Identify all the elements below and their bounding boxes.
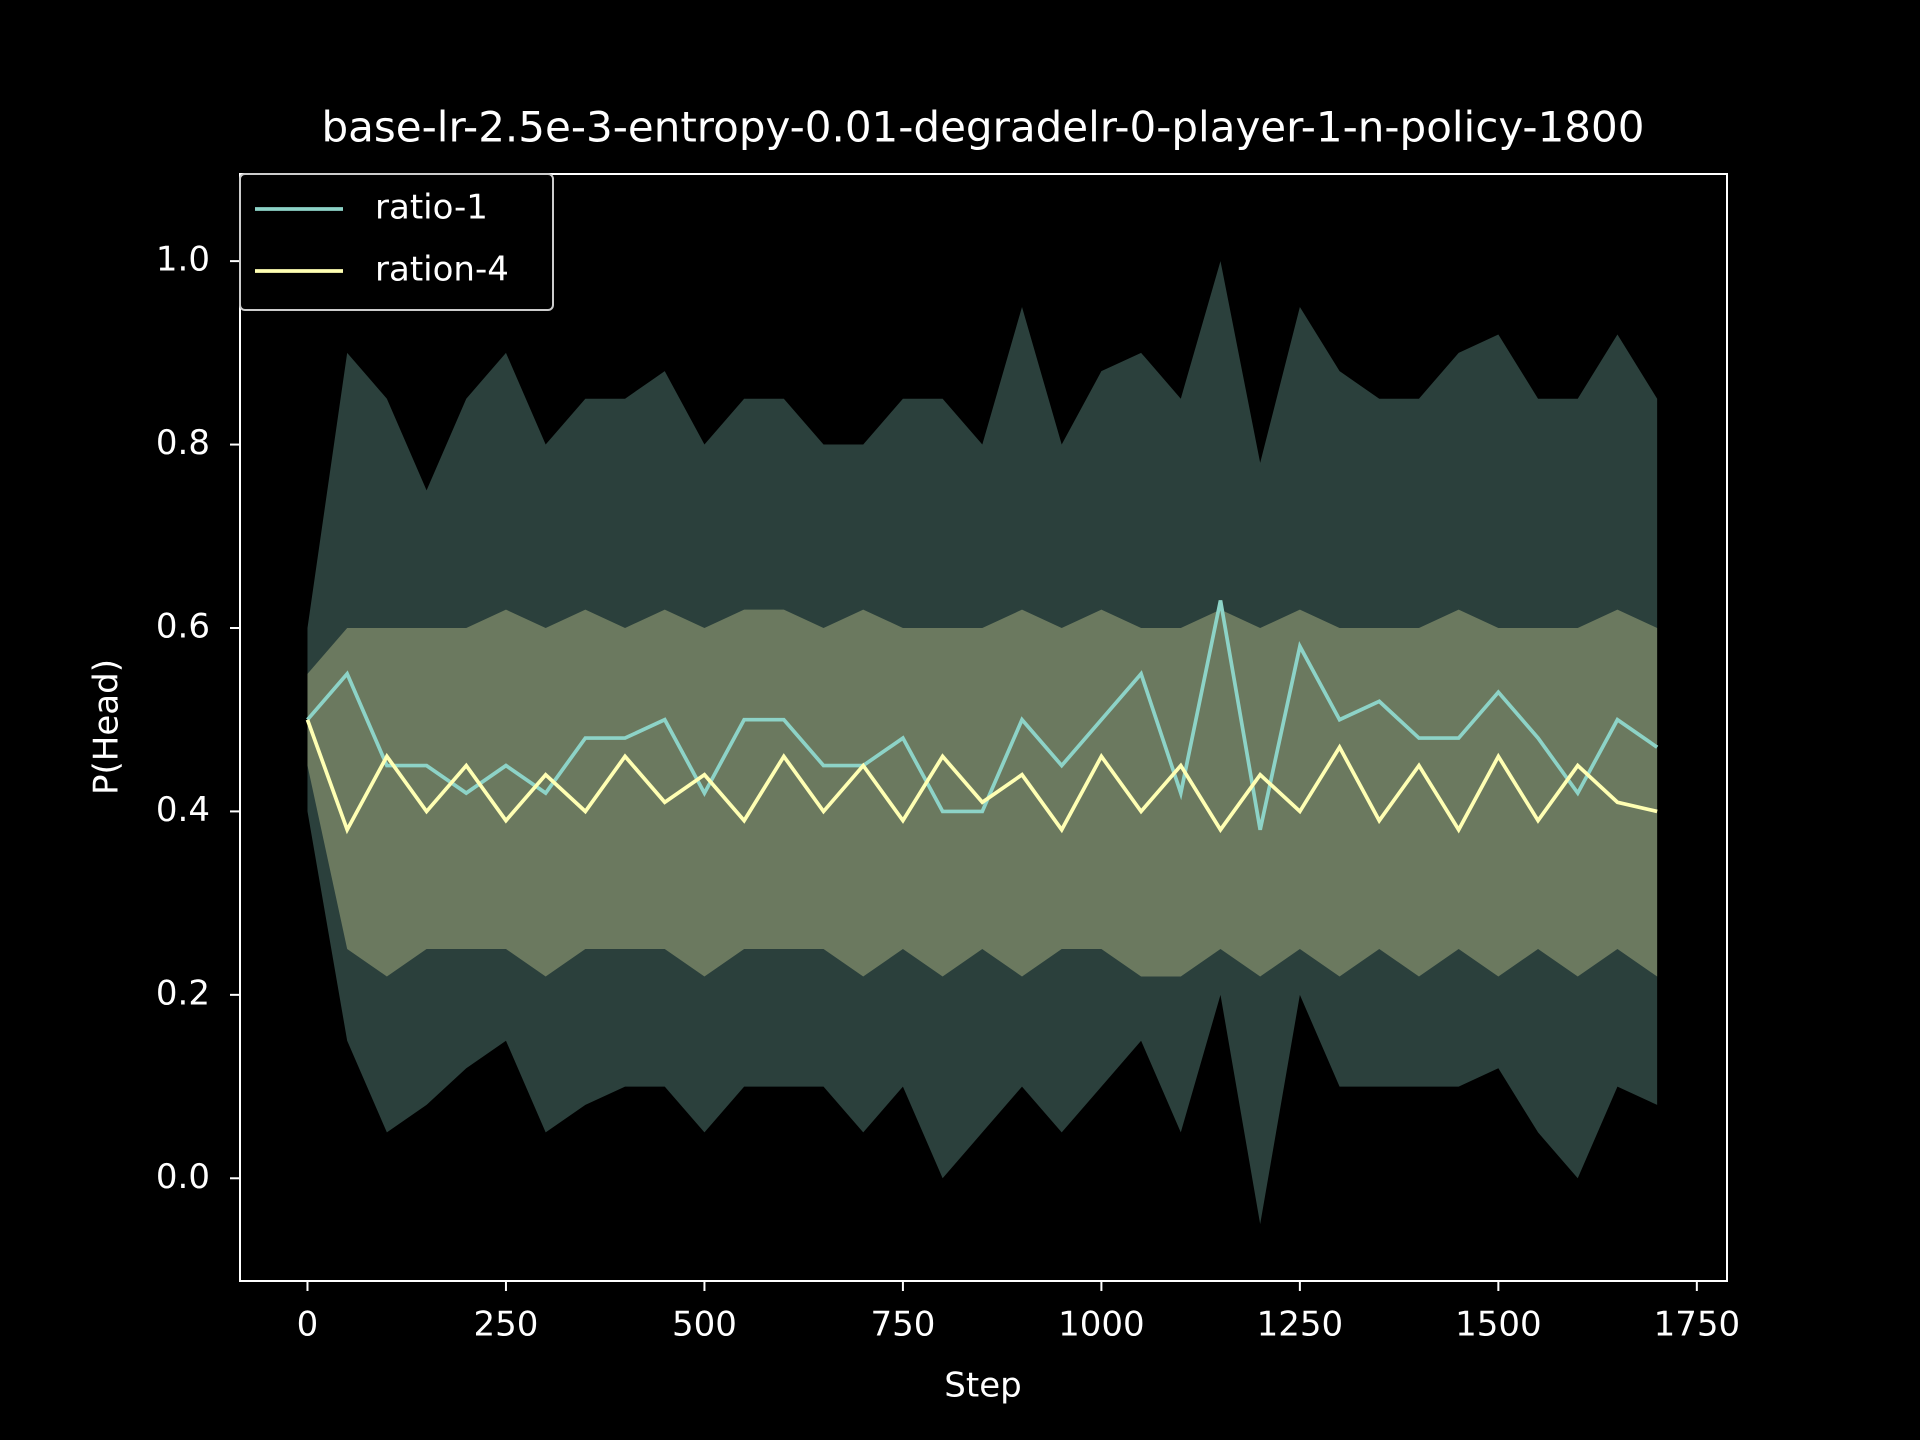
confidence-band bbox=[307, 261, 1658, 1225]
y-tick-label: 0.0 bbox=[156, 1157, 210, 1197]
x-tick-label: 500 bbox=[672, 1305, 737, 1345]
plot-area bbox=[305, 261, 1659, 1225]
x-tick-label: 1500 bbox=[1455, 1305, 1542, 1345]
x-tick-label: 1000 bbox=[1058, 1305, 1145, 1345]
series-line bbox=[305, 719, 1658, 835]
x-tick-label: 250 bbox=[474, 1305, 539, 1345]
y-tick-label: 0.2 bbox=[156, 973, 210, 1013]
x-tick-label: 1250 bbox=[1257, 1305, 1344, 1345]
y-tick-label: 0.8 bbox=[156, 423, 210, 463]
chart-title: base-lr-2.5e-3-entropy-0.01-degradelr-0-… bbox=[322, 103, 1645, 152]
y-axis-label: P(Head) bbox=[87, 659, 127, 795]
x-tick-label: 750 bbox=[870, 1305, 935, 1345]
confidence-band bbox=[307, 609, 1658, 977]
y-tick-label: 1.0 bbox=[156, 240, 210, 280]
series-line bbox=[306, 600, 1659, 831]
legend-label: ration-4 bbox=[375, 250, 509, 290]
legend-label: ratio-1 bbox=[375, 188, 488, 228]
plot-frame bbox=[239, 173, 1728, 1282]
y-tick-label: 0.6 bbox=[156, 606, 210, 646]
y-tick-label: 0.4 bbox=[156, 790, 210, 830]
x-tick-label: 1750 bbox=[1654, 1305, 1741, 1345]
x-tick-label: 0 bbox=[297, 1305, 319, 1345]
x-axis-label: Step bbox=[944, 1366, 1021, 1406]
